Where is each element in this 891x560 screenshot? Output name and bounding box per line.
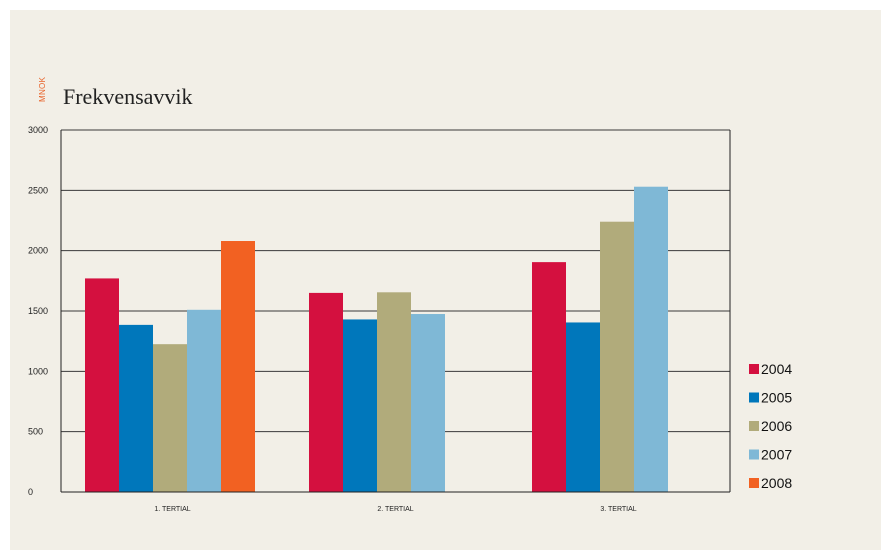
legend-label: 2007 <box>761 447 792 463</box>
bar-2006-2 <box>377 292 411 492</box>
bar-2005-3 <box>566 322 600 492</box>
bar-2004-1 <box>85 278 119 492</box>
legend-label: 2004 <box>761 361 792 377</box>
legend-swatch-2005 <box>749 392 759 403</box>
y-tick-label: 1500 <box>28 306 48 316</box>
legend: 2004 2005 2006 2007 2008 <box>749 361 792 491</box>
legend-label: 2006 <box>761 418 792 434</box>
legend-swatch-2006 <box>749 421 759 431</box>
y-tick-label: 0 <box>28 487 33 497</box>
bar-2004-2 <box>309 292 343 492</box>
bar-2007-1 <box>187 309 221 492</box>
bars <box>85 186 668 493</box>
legend-label: 2005 <box>761 390 792 406</box>
y-tick-label: 3000 <box>28 125 48 135</box>
bar-2007-3 <box>634 186 668 493</box>
y-tick-label: 2000 <box>28 246 48 256</box>
bar-2005-1 <box>119 324 153 492</box>
bar-2007-2 <box>411 314 445 492</box>
x-tick-label: 1. TERTIAL <box>154 506 190 513</box>
chart-title: Frekvensavvik <box>63 84 193 109</box>
y-tick-label: 2500 <box>28 185 48 195</box>
bar-2006-3 <box>600 221 634 492</box>
x-tick-label: 2. TERTIAL <box>377 506 413 513</box>
bar-2008-1 <box>221 241 255 492</box>
legend-swatch-2004 <box>749 364 759 374</box>
y-tick-label: 1000 <box>28 366 48 376</box>
axes: 0 500 1000 1500 2000 2500 3000 1. TERTIAL 2. TER… <box>28 125 731 513</box>
legend-label: 2008 <box>761 475 792 491</box>
legend-swatch-2007 <box>749 449 759 460</box>
bar-2006-1 <box>153 344 187 492</box>
bar-2005-2 <box>343 319 377 492</box>
y-tick-label: 500 <box>28 427 43 437</box>
legend-swatch-2008 <box>749 478 759 488</box>
x-tick-label: 3. TERTIAL <box>600 506 636 513</box>
bar-2004-3 <box>532 262 566 492</box>
